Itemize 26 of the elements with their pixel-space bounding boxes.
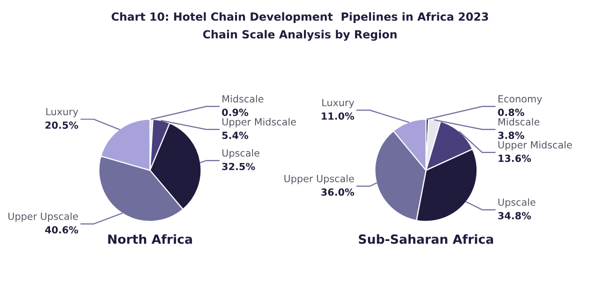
slice-label: Economy [498, 95, 542, 104]
data-label: 3.8% [498, 132, 524, 140]
data-label: 32.5% [222, 162, 255, 170]
data-label: 0.8% [498, 108, 524, 116]
slice-label: Luxury [46, 108, 78, 118]
slice-label: Upscale [222, 149, 260, 159]
text: Sub-Saharan Africa [358, 234, 494, 244]
slice-label: Upper Upscale [284, 174, 354, 184]
text: North Africa [108, 234, 192, 244]
data-label: 0.9% [222, 108, 248, 116]
chart-subtitle: Chain Scale Analysis by Region [203, 30, 397, 41]
slice-label: Luxury [322, 99, 354, 108]
data-label: 20.5% [45, 121, 78, 129]
chart-title: Chart 10: Hotel Chain Development Pipelines in Africa 2023 [112, 12, 488, 23]
data-label: 34.8% [498, 212, 531, 220]
data-label: 11.0% [322, 112, 354, 120]
slice-label: Upper Midscale [498, 140, 572, 150]
slice-label: Upscale [498, 198, 536, 208]
data-label: 40.6% [45, 226, 78, 234]
data-label: 36.0% [321, 188, 354, 196]
slice-label: Upper Upscale [8, 212, 78, 222]
slice-label: Midscale [498, 118, 540, 126]
data-label: 13.6% [498, 154, 531, 162]
data-label: 5.4% [222, 132, 248, 140]
slice-label: Midscale [222, 94, 264, 103]
slice-label: Upper Midscale [222, 118, 296, 128]
